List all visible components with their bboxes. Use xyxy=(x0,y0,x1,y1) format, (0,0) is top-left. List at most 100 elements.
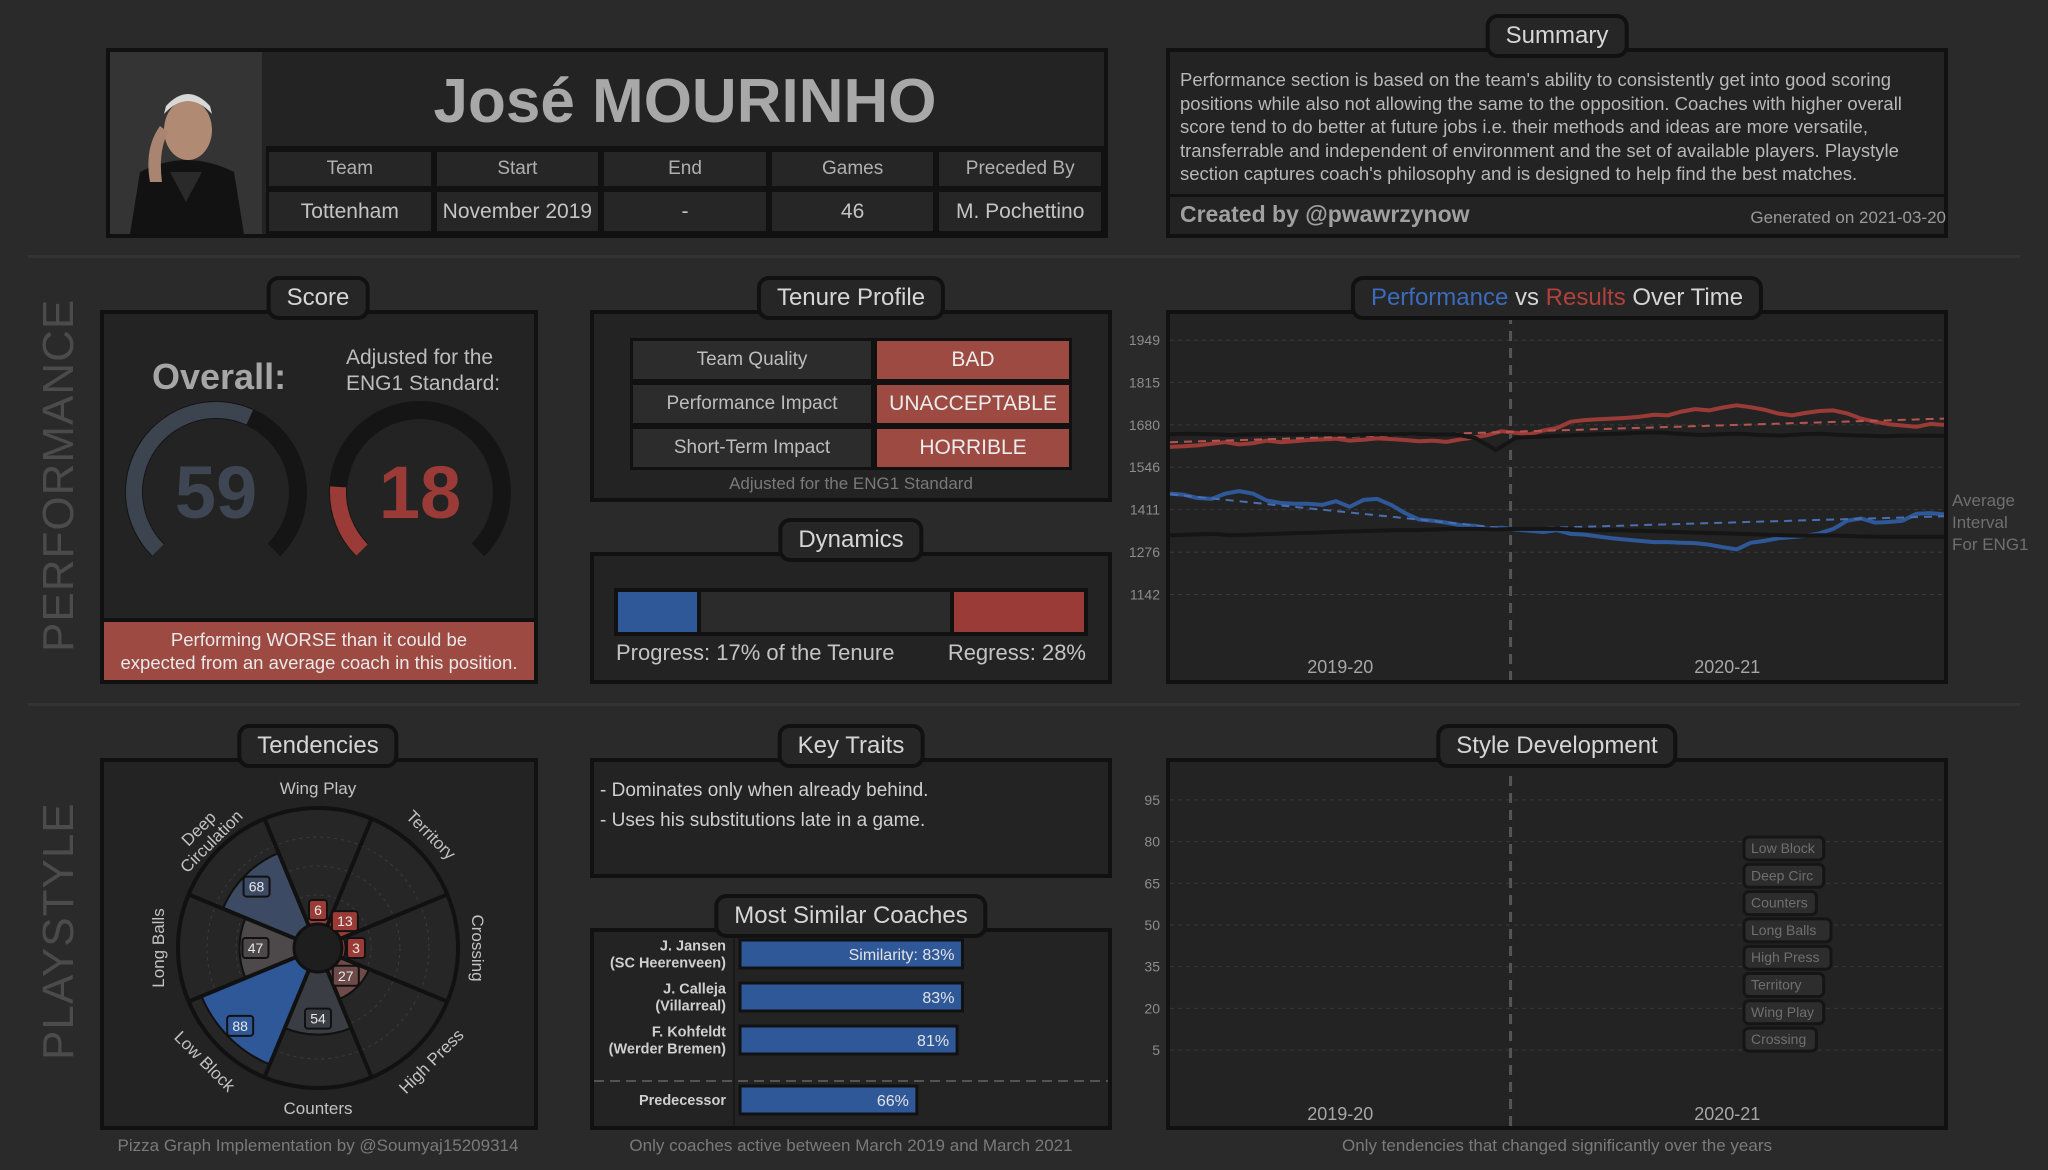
header-value-3: 46 xyxy=(768,189,937,234)
dynamics-title: Dynamics xyxy=(778,518,924,562)
header-col-4: Preceded By xyxy=(936,149,1104,189)
eng1-interval-label: Average Interval For ENG1 xyxy=(1952,490,2029,556)
style-y-tick: 50 xyxy=(1144,917,1160,933)
tenure-note: Adjusted for the ENG1 Standard xyxy=(729,474,973,493)
verdict-line-1: Performing WORSE than it could be xyxy=(170,629,468,650)
tenure-title: Tenure Profile xyxy=(756,276,946,320)
perf-y-tick: 1142 xyxy=(1130,586,1160,602)
pizza-category-text: Crossing xyxy=(468,914,487,981)
perf-y-tick: 1276 xyxy=(1129,544,1160,560)
pizza-category-text: Counters xyxy=(284,1099,353,1118)
key-trait-1: - Dominates only when already behind. xyxy=(600,780,929,801)
perf-y-tick: 1411 xyxy=(1130,502,1160,518)
eng1-interval-label-line: For ENG1 xyxy=(1952,535,2029,554)
pizza-value-box xyxy=(331,964,360,987)
adjusted-gauge-fill xyxy=(330,486,368,556)
header-value-2: - xyxy=(601,189,769,234)
pizza-value-box xyxy=(241,937,270,959)
style-legend-label: Counters xyxy=(1751,895,1808,911)
generated-date: Generated on 2021-03-20 xyxy=(1750,208,1946,227)
pizza-ring xyxy=(206,836,430,1060)
pizza-category-label: Wing Play xyxy=(280,779,357,798)
style-y-tick: 80 xyxy=(1144,834,1160,850)
style-dev-note: Only tendencies that changed significant… xyxy=(1342,1136,1772,1155)
similar-coach-name: Predecessor xyxy=(639,1093,726,1109)
pizza-value-box xyxy=(226,1014,255,1037)
perf-results-y-axis: 1142 1276 1411 1546 1680 1815 1949 xyxy=(1129,332,1160,602)
overall-gauge-fill xyxy=(126,402,254,556)
pizza-value-label: 47 xyxy=(248,940,264,956)
progress-label: Progress: 17% of the Tenure xyxy=(616,640,895,665)
tenure-label-2: Short-Term Impact xyxy=(630,426,874,470)
similar-note: Only coaches active between March 2019 a… xyxy=(629,1136,1073,1155)
similar-title: Most Similar Coaches xyxy=(714,894,988,938)
similar-bar xyxy=(738,1024,959,1056)
pizza-value-label: 27 xyxy=(338,968,354,984)
pizza-category-label: Counters xyxy=(284,1099,353,1118)
tendencies-note: Pizza Graph Implementation by @Soumyaj15… xyxy=(117,1136,519,1155)
header-col-0: Team xyxy=(266,149,434,189)
header-col-1: Start xyxy=(433,149,602,189)
overall-label: Overall: xyxy=(152,356,287,397)
similar-bar xyxy=(738,981,964,1013)
eng1-interval-label-line: Interval xyxy=(1952,513,2008,532)
style-y-tick: 65 xyxy=(1144,875,1160,891)
regress-label: Regress: 28% xyxy=(947,640,1086,665)
adjusted-score-value: 18 xyxy=(379,451,461,534)
similar-bar-label: 81% xyxy=(917,1033,949,1050)
pizza-value-box xyxy=(304,1007,332,1030)
style-legend-box xyxy=(1742,835,1826,862)
title-results: Results xyxy=(1545,284,1626,311)
pizza-value-label: 54 xyxy=(310,1011,326,1027)
overall-gauge: 59 xyxy=(125,401,307,557)
tenure-value-2: HORRIBLE xyxy=(874,426,1072,470)
similar-bar xyxy=(738,938,964,970)
style-legend-box xyxy=(1742,917,1833,944)
style-legend-label: Deep Circ xyxy=(1751,867,1813,883)
tenure-value-1: UNACCEPTABLE xyxy=(874,382,1072,426)
style-legend-label: Wing Play xyxy=(1751,1004,1814,1020)
similar-bar-label: 66% xyxy=(877,1093,909,1110)
style-y-tick: 20 xyxy=(1144,1000,1160,1016)
style-dev-panel xyxy=(1166,758,1948,1130)
adjusted-gauge: 18 xyxy=(329,401,511,557)
perf-y-tick: 1680 xyxy=(1129,417,1160,433)
perf-y-tick: 1815 xyxy=(1129,374,1160,390)
similar-coach-name: (SC Heerenveen) xyxy=(610,956,726,972)
coach-photo xyxy=(110,52,262,234)
similar-coaches-chart: Similarity: 83% J. Jansen(SC Heerenveen) 8… xyxy=(594,932,1108,1126)
tenure-label-0: Team Quality xyxy=(630,338,874,382)
similar-coach-name: J. Jansen xyxy=(660,939,726,955)
perf-trend-line xyxy=(1170,493,1944,530)
style-legend-box xyxy=(1742,862,1826,889)
pizza-value-box xyxy=(330,910,359,933)
title-vs: vs xyxy=(1508,284,1546,311)
pizza-center xyxy=(292,922,344,974)
tendencies-title: Tendencies xyxy=(237,724,399,768)
similar-coach-name: J. Calleja xyxy=(663,982,727,998)
pizza-category-label: Crossing xyxy=(468,914,487,981)
style-legend-box xyxy=(1742,890,1818,917)
overall-score-value: 59 xyxy=(175,451,257,534)
style-legend-box xyxy=(1742,1026,1818,1053)
header-value-4: M. Pochettino xyxy=(936,189,1104,234)
style-y-tick: 95 xyxy=(1144,792,1160,808)
perf-y-tick: 1949 xyxy=(1129,332,1160,348)
header-col-3: Games xyxy=(768,149,937,189)
pizza-category-text: Long Balls xyxy=(149,908,168,987)
adjusted-label-1: Adjusted for the xyxy=(346,346,494,369)
style-legend-label: Low Block xyxy=(1751,840,1816,856)
similar-coach-name: F. Kohfeldt xyxy=(652,1025,726,1041)
adjusted-label-2: ENG1 Standard: xyxy=(346,372,501,395)
score-title: Score xyxy=(266,276,370,320)
pizza-value-box xyxy=(346,937,366,959)
similar-coach-name: (Werder Bremen) xyxy=(609,1042,727,1058)
perf-series-2 xyxy=(1170,417,1944,444)
eng1-interval-label-line: Average xyxy=(1952,491,2016,510)
header-value-1: November 2019 xyxy=(433,189,602,234)
key-trait-2: - Uses his substitutions late in a game. xyxy=(600,810,926,831)
title-performance: Performance xyxy=(1370,284,1509,311)
style-x-tick: 2019-20 xyxy=(1307,1104,1373,1124)
key-traits-title: Key Traits xyxy=(777,724,925,768)
